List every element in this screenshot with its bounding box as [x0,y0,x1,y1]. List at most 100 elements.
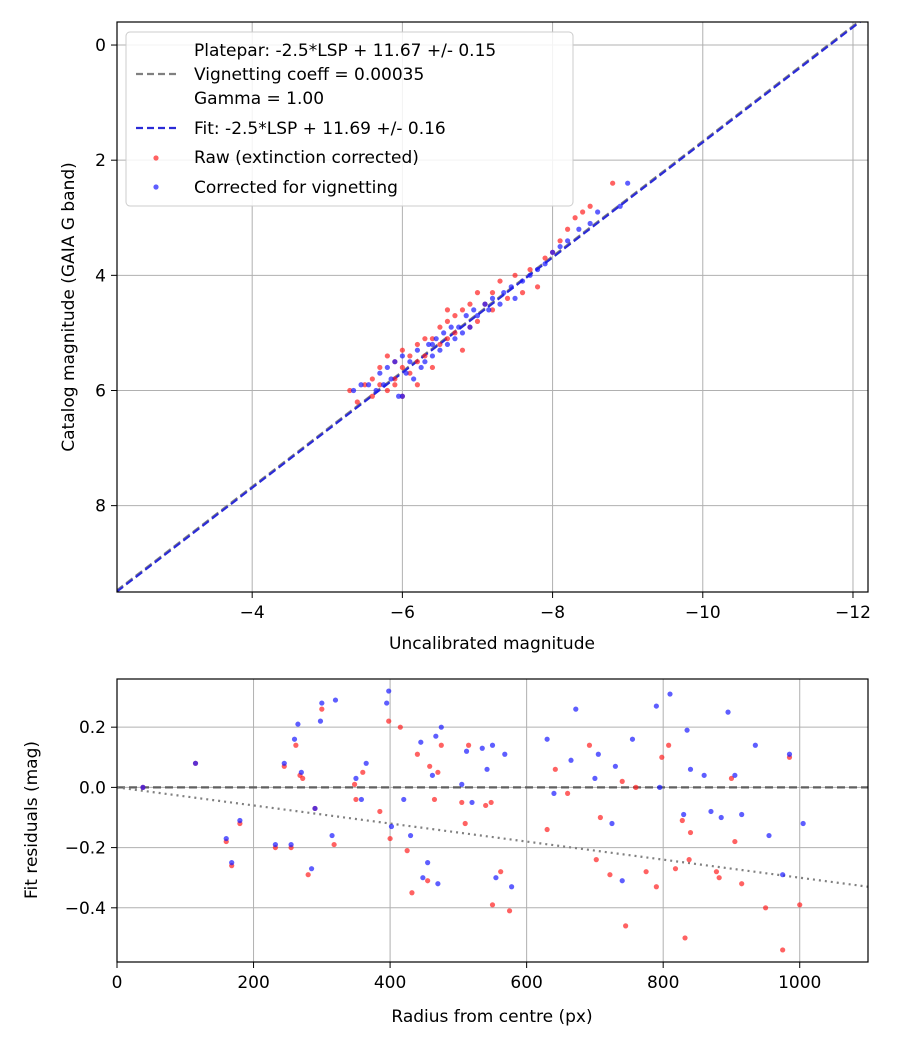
corrected-point [725,709,731,715]
raw-point [489,290,496,296]
raw-point [422,336,428,342]
raw-point [437,324,443,330]
raw-point [534,284,541,290]
corrected-point [329,832,335,839]
corrected-point [587,220,593,227]
raw-point [672,866,679,872]
raw-point [354,399,360,405]
corrected-point [298,769,304,775]
corrected-point [509,884,515,890]
legend-platepar-label: Platepar: -2.5*LSP + 11.67 +/- 0.15 [194,41,496,61]
raw-point [360,769,366,775]
corrected-point [489,742,496,748]
x-tick-label: −8 [540,603,565,623]
corrected-point [435,881,441,887]
raw-point [397,724,403,730]
raw-point [586,742,593,748]
raw-point [407,353,413,359]
corrected-point [386,688,392,694]
top-fit-lines [117,22,862,592]
corrected-point [441,330,447,336]
raw-point [797,902,803,908]
raw-point [392,382,398,388]
corrected-point [384,364,390,371]
corrected-point [237,817,243,824]
corrected-point [780,872,786,878]
corrected-point [681,811,687,818]
corrected-point [708,808,714,815]
raw-point [659,754,665,760]
legend-fit-label: Fit: -2.5*LSP + 11.69 +/- 0.16 [194,119,446,139]
corrected-point [399,353,405,359]
corrected-point [551,790,557,797]
legend: Platepar: -2.5*LSP + 11.67 +/- 0.15 Vign… [125,31,574,207]
corrected-point [433,733,439,739]
raw-point [459,307,466,313]
corrected-point [565,238,571,244]
corrected-point [463,313,469,319]
raw-point [682,935,688,941]
corrected-point [456,324,462,330]
corrected-point [272,841,278,848]
x-tick-label: −12 [835,603,871,623]
raw-point [331,841,337,848]
raw-point [643,869,649,875]
raw-point [519,290,526,296]
raw-point [527,266,533,273]
corrected-point [595,209,601,215]
corrected-point [308,866,315,872]
raw-point [587,203,593,209]
raw-point [377,808,383,815]
bottom-x-axis-label: Radius from centre (px) [391,1007,592,1027]
raw-point [466,742,472,748]
corrected-point [418,739,424,745]
residuals-chart: 0 200 400 600 800 1000 0.2 0.0 −0.2 −0.4 Radius f… [22,678,869,1027]
corrected-point [484,766,490,772]
raw-point [414,751,420,757]
raw-point [623,923,629,929]
raw-point [305,872,311,878]
corrected-point [365,382,372,388]
corrected-point [437,347,443,353]
corrected-point [687,766,694,772]
raw-point [414,341,420,348]
raw-point [444,336,451,342]
legend-corrected-marker [153,184,159,190]
raw-point [506,908,513,914]
corrected-point [732,772,738,778]
legend-gamma-label: Gamma = 1.00 [194,89,324,109]
corrected-point [501,290,507,296]
raw-point [435,769,441,775]
x-tick-label: 1000 [778,973,821,993]
corrected-point [549,249,556,255]
corrected-point [407,359,413,365]
raw-point [504,295,511,301]
legend-box [125,31,574,207]
raw-point [489,307,496,313]
corrected-point [363,760,369,766]
corrected-point [381,382,387,388]
bottom-axes-frame [116,678,869,963]
corrected-point [429,341,436,348]
legend-raw-label: Raw (extinction corrected) [194,148,419,168]
raw-point [489,902,496,908]
fit-line [117,22,862,592]
corrected-point [192,760,199,766]
corrected-point [544,736,550,742]
raw-point [377,382,383,388]
raw-point [483,802,489,809]
top-y-axis-label: Catalog magnitude (GAIA G band) [59,162,79,452]
corrected-point [312,805,318,812]
corrected-point [619,878,625,884]
raw-point [319,706,325,712]
corrected-point [384,700,390,706]
corrected-point [429,353,436,359]
corrected-point [629,736,636,742]
corrected-point [420,875,426,881]
raw-point [565,226,571,232]
raw-point [739,881,745,887]
corrected-point [418,364,424,371]
corrected-point [502,751,508,757]
corrected-point [573,706,579,712]
raw-point [679,817,685,824]
